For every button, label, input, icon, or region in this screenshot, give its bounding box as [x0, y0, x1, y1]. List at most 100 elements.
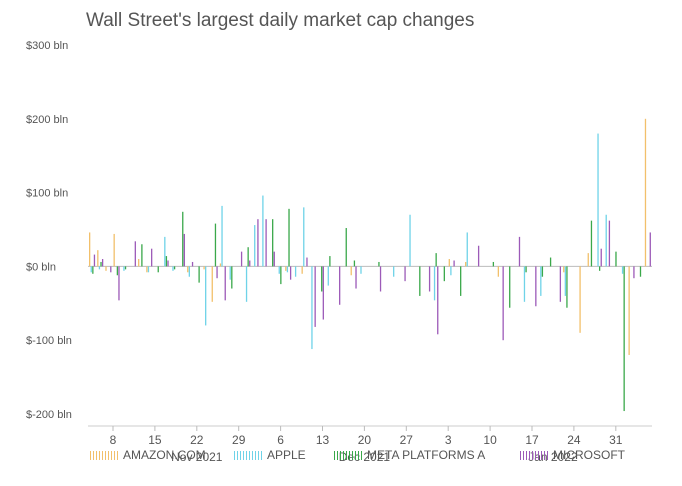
x-tick-label: 24: [567, 433, 581, 447]
bar-meta-platforms-a: [615, 251, 617, 267]
bar-meta-platforms-a: [443, 266, 445, 282]
bar-microsoft: [240, 251, 243, 267]
bar-amazon-com: [105, 266, 107, 271]
bar-apple: [597, 133, 599, 267]
x-tick-label: 27: [400, 433, 414, 447]
bar-apple: [205, 266, 207, 326]
bar-amazon-com: [563, 266, 565, 273]
bar-microsoft: [118, 266, 120, 301]
x-tick-label: 13: [316, 433, 330, 447]
bar-meta-platforms-a: [541, 266, 544, 277]
bar-microsoft: [134, 241, 136, 267]
bar-apple: [466, 232, 468, 267]
bar-microsoft: [633, 266, 635, 279]
x-tick-label: 3: [445, 433, 452, 447]
bar-apple: [327, 266, 329, 286]
legend-label: MICROSOFT: [553, 448, 625, 462]
bar-microsoft: [216, 266, 218, 279]
bar-meta-platforms-a: [272, 219, 274, 267]
bar-meta-platforms-a: [329, 256, 331, 267]
bar-meta-platforms-a: [419, 266, 421, 296]
bar-apple: [164, 236, 166, 267]
bar-microsoft: [600, 248, 602, 267]
bar-apple: [147, 266, 150, 273]
bar-meta-platforms-a: [214, 223, 217, 267]
bar-microsoft: [649, 232, 651, 267]
bars-group: [89, 118, 651, 412]
bar-apple: [245, 266, 248, 302]
bar-microsoft: [183, 233, 186, 267]
bar-microsoft: [518, 236, 521, 267]
bar-amazon-com: [579, 266, 581, 333]
x-tick-label: 20: [358, 433, 372, 447]
bar-microsoft: [93, 254, 96, 267]
bar-microsoft: [608, 220, 611, 267]
bar-amazon-com: [146, 266, 148, 273]
bar-meta-platforms-a: [492, 261, 495, 267]
bar-meta-platforms-a: [231, 266, 233, 289]
bar-microsoft: [191, 261, 194, 267]
bar-meta-platforms-a: [460, 266, 462, 296]
bar-meta-platforms-a: [623, 266, 625, 412]
bar-microsoft: [559, 266, 562, 302]
bar-apple: [450, 266, 452, 276]
bar-apple: [278, 266, 280, 274]
legend-item[interactable]: META PLATFORMS A: [334, 448, 485, 462]
x-tick-label: 10: [483, 433, 497, 447]
bar-microsoft: [314, 266, 316, 327]
bar-meta-platforms-a: [345, 228, 347, 267]
x-tick-label: 31: [609, 433, 623, 447]
bar-microsoft: [257, 219, 259, 267]
bar-apple: [254, 225, 256, 267]
bar-amazon-com: [497, 266, 499, 277]
bar-meta-platforms-a: [321, 266, 323, 292]
bar-meta-platforms-a: [182, 211, 184, 267]
bar-microsoft: [322, 266, 324, 320]
bar-apple: [605, 214, 607, 267]
bar-meta-platforms-a: [525, 266, 527, 273]
month-label: Nov 2021: [171, 450, 223, 464]
bar-amazon-com: [465, 261, 467, 267]
bar-apple: [123, 266, 125, 271]
bar-meta-platforms-a: [198, 266, 200, 283]
x-tick-label: 17: [525, 433, 539, 447]
bar-apple: [564, 266, 566, 296]
bar-apple: [360, 266, 362, 274]
bar-apple: [188, 266, 190, 277]
bar-microsoft: [428, 266, 431, 292]
bar-amazon-com: [211, 266, 213, 302]
bar-apple: [303, 207, 305, 267]
bar-meta-platforms-a: [141, 244, 143, 267]
bar-amazon-com: [219, 263, 222, 267]
bar-meta-platforms-a: [116, 266, 119, 276]
bar-meta-platforms-a: [280, 266, 282, 285]
bar-meta-platforms-a: [549, 257, 552, 267]
legend-swatch: [90, 450, 118, 460]
legend-item[interactable]: APPLE: [234, 448, 306, 462]
bar-microsoft: [167, 260, 169, 267]
legend-item[interactable]: MICROSOFT: [520, 448, 625, 462]
y-tick-label: $0 bln: [26, 261, 56, 273]
bar-meta-platforms-a: [435, 253, 437, 267]
bar-microsoft: [151, 248, 153, 267]
legend-item[interactable]: AMAZON.COM: [90, 448, 206, 462]
bar-meta-platforms-a: [566, 266, 568, 308]
legend-label: AMAZON.COM: [123, 448, 206, 462]
legend-label: META PLATFORMS A: [367, 448, 486, 462]
bar-amazon-com: [350, 266, 352, 276]
bar-meta-platforms-a: [165, 256, 168, 267]
bar-microsoft: [339, 266, 341, 305]
bar-microsoft: [101, 259, 104, 267]
y-tick-label: $-200 bln: [26, 409, 72, 421]
y-tick-label: $300 bln: [26, 40, 68, 52]
bar-microsoft: [453, 260, 455, 267]
bar-apple: [311, 266, 313, 350]
bar-apple: [98, 266, 101, 270]
y-tick-label: $100 bln: [26, 188, 68, 200]
bar-microsoft: [249, 260, 251, 267]
bar-microsoft: [306, 257, 308, 267]
bar-meta-platforms-a: [598, 266, 601, 271]
y-tick-label: $200 bln: [26, 114, 68, 126]
bar-microsoft: [273, 251, 275, 267]
